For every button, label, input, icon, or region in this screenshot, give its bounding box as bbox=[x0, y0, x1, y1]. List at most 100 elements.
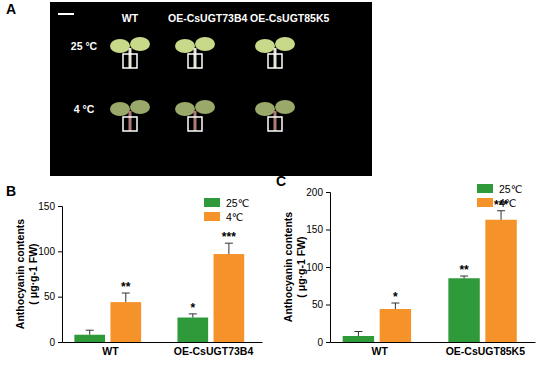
error-line bbox=[89, 330, 90, 335]
error-line bbox=[228, 243, 229, 254]
error-bar bbox=[86, 330, 94, 335]
y-tick-label: 100 bbox=[306, 262, 323, 273]
legend-label: 4℃ bbox=[499, 197, 517, 209]
highlight-box bbox=[188, 54, 202, 68]
highlight-box bbox=[188, 117, 202, 131]
y-tick: 0 bbox=[49, 337, 62, 348]
legend-label: 25℃ bbox=[226, 197, 249, 209]
leaf bbox=[130, 37, 150, 51]
leaf bbox=[195, 100, 215, 114]
plot-area bbox=[343, 211, 517, 342]
y-tick-label: 0 bbox=[49, 337, 55, 348]
error-cap bbox=[354, 331, 362, 332]
y-tick-mark bbox=[326, 342, 330, 343]
y-tick-mark bbox=[326, 230, 330, 231]
figure: AWTOE-CsUGT73B4OE-CsUGT85K525 °C4 °CB***… bbox=[0, 0, 553, 366]
x-tick: WT bbox=[372, 342, 389, 357]
y-tick: 150 bbox=[306, 224, 330, 235]
y-axis: 0 50 100 150 200 bbox=[306, 187, 330, 348]
leaf bbox=[255, 102, 275, 116]
x-tick: WT bbox=[102, 342, 119, 357]
error-bar bbox=[225, 243, 233, 254]
leaf bbox=[175, 102, 195, 116]
legend-swatch bbox=[477, 198, 493, 207]
y-tick-label: 100 bbox=[38, 246, 55, 257]
plot-area bbox=[74, 243, 244, 342]
y-tick-mark bbox=[326, 192, 330, 193]
highlight-box bbox=[123, 54, 137, 68]
y-tick: 50 bbox=[44, 291, 62, 302]
significance-label: ** bbox=[459, 263, 469, 277]
y-tick-label: 50 bbox=[312, 299, 324, 310]
column-label: OE-CsUGT73B4 bbox=[168, 12, 248, 24]
bar bbox=[448, 278, 479, 342]
panel-label: C bbox=[276, 173, 286, 189]
stem bbox=[129, 111, 132, 131]
leaf bbox=[130, 100, 150, 114]
stem bbox=[274, 111, 277, 131]
y-axis-title-line: ( μg·g-1 FW) bbox=[295, 236, 307, 297]
x-tick-label: WT bbox=[372, 345, 389, 357]
x-tick-label: WT bbox=[102, 345, 119, 357]
error-line bbox=[501, 211, 502, 220]
leaf bbox=[110, 39, 130, 53]
legend-swatch bbox=[204, 198, 220, 207]
y-tick-mark bbox=[58, 297, 62, 298]
chart: B******050100150WTOE-CsUGT73B4Anthocyani… bbox=[6, 183, 263, 357]
bar bbox=[110, 302, 141, 342]
y-axis-title: Anthocyanin contents( μg·g-1 FW) bbox=[282, 212, 307, 322]
x-axis: WT OE-CsUGT73B4 bbox=[63, 342, 263, 357]
bar bbox=[74, 335, 105, 342]
scale-bar bbox=[58, 13, 74, 15]
legend-label: 25℃ bbox=[499, 183, 522, 195]
legend-swatch bbox=[204, 212, 220, 221]
panel-label: B bbox=[6, 183, 16, 199]
y-tick-mark bbox=[58, 206, 62, 207]
row-label: 25 °C bbox=[71, 40, 98, 52]
error-bar bbox=[497, 211, 505, 220]
y-axis-title: Anthocyanin contents( μg·g-1 FW) bbox=[14, 219, 39, 329]
leaf bbox=[175, 39, 195, 53]
y-axis: 0 50 100 150 bbox=[38, 201, 62, 348]
legend: 25℃4℃ bbox=[204, 197, 249, 223]
y-tick: 100 bbox=[38, 246, 62, 257]
y-axis-title-line: Anthocyanin contents bbox=[14, 219, 26, 329]
significance-label: *** bbox=[222, 230, 236, 244]
legend-swatch bbox=[477, 184, 493, 193]
error-cap bbox=[86, 330, 94, 331]
y-tick: 0 bbox=[317, 337, 330, 348]
bar bbox=[485, 220, 516, 342]
x-axis-line bbox=[331, 342, 536, 343]
bar bbox=[177, 318, 208, 342]
y-tick: 150 bbox=[38, 201, 62, 212]
error-bar bbox=[354, 332, 362, 337]
column-label: WT bbox=[122, 12, 139, 24]
y-tick: 100 bbox=[306, 262, 330, 273]
legend-label: 4℃ bbox=[226, 211, 244, 223]
y-axis-line bbox=[326, 193, 331, 343]
chart: C******050100150200WTOE-CsUGT85K5Anthocy… bbox=[276, 173, 536, 357]
y-tick-label: 50 bbox=[44, 291, 56, 302]
y-tick-label: 0 bbox=[317, 337, 323, 348]
x-tick-label: OE-CsUGT85K5 bbox=[446, 345, 526, 357]
highlight-box bbox=[123, 117, 137, 131]
stem bbox=[194, 48, 197, 68]
x-axis: WT OE-CsUGT85K5 bbox=[331, 342, 536, 357]
photo-background bbox=[50, 2, 372, 176]
y-tick-label: 150 bbox=[306, 224, 323, 235]
error-line bbox=[358, 332, 359, 337]
leaf bbox=[110, 102, 130, 116]
photo-panel: AWTOE-CsUGT73B4OE-CsUGT85K525 °C4 °C bbox=[6, 1, 372, 176]
row-label: 4 °C bbox=[74, 103, 95, 115]
y-tick-mark bbox=[58, 251, 62, 252]
leaf bbox=[275, 37, 295, 51]
y-tick-mark bbox=[326, 305, 330, 306]
x-tick: OE-CsUGT85K5 bbox=[446, 342, 526, 357]
highlight-box bbox=[268, 117, 282, 131]
x-tick-label: OE-CsUGT73B4 bbox=[174, 345, 254, 357]
bar bbox=[343, 336, 374, 342]
significance-label: ** bbox=[121, 280, 131, 294]
y-tick: 50 bbox=[312, 299, 330, 310]
y-tick: 200 bbox=[306, 187, 330, 198]
error-bar bbox=[122, 293, 130, 302]
